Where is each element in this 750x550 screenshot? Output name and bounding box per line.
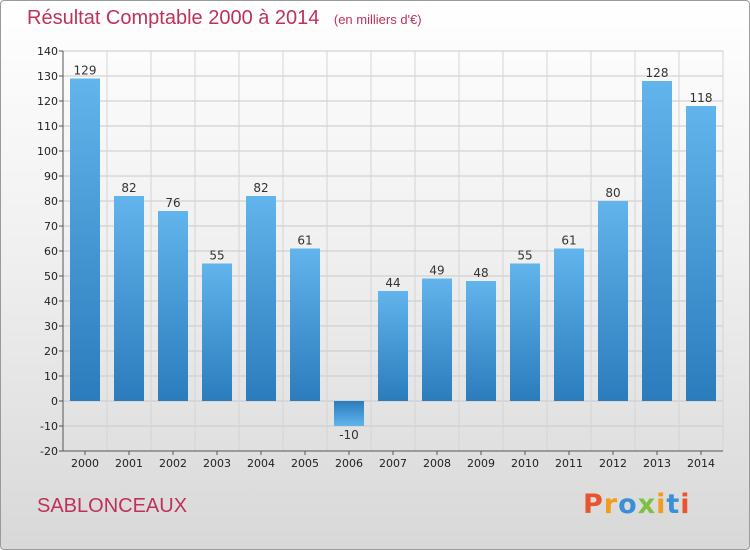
data-label: 55 bbox=[517, 249, 532, 263]
bars bbox=[70, 78, 716, 426]
chart-title: Résultat Comptable 2000 à 2014 (en milli… bbox=[27, 7, 422, 30]
bar-2009 bbox=[466, 281, 496, 401]
data-label: 128 bbox=[646, 66, 669, 80]
x-tick-label: 2003 bbox=[203, 457, 231, 470]
x-tick-label: 2010 bbox=[511, 457, 539, 470]
x-tick-label: 2012 bbox=[599, 457, 627, 470]
y-tick-label: 60 bbox=[44, 245, 58, 258]
y-tick-label: 140 bbox=[37, 45, 58, 58]
logo-letter: t bbox=[666, 489, 681, 520]
logo-letter: i bbox=[656, 489, 667, 520]
x-tick-label: 2009 bbox=[467, 457, 495, 470]
bar-2002 bbox=[158, 211, 188, 401]
data-label: 61 bbox=[297, 234, 312, 248]
bar-2013 bbox=[642, 81, 672, 401]
chart-unit-note: (en milliers d'€) bbox=[333, 12, 422, 27]
y-tick-label: -20 bbox=[40, 445, 58, 458]
data-label: 82 bbox=[121, 181, 136, 195]
data-label: -10 bbox=[339, 428, 359, 442]
x-tick-label: 2002 bbox=[159, 457, 187, 470]
data-label: 129 bbox=[74, 64, 97, 78]
data-label: 49 bbox=[429, 264, 444, 278]
data-label: 55 bbox=[209, 249, 224, 263]
x-tick-label: 2005 bbox=[291, 457, 319, 470]
y-tick-label: 10 bbox=[44, 370, 58, 383]
bar-2014 bbox=[686, 106, 716, 401]
bar-2004 bbox=[246, 196, 276, 401]
x-tick-label: 2000 bbox=[71, 457, 99, 470]
data-label: 44 bbox=[385, 276, 400, 290]
x-tick-label: 2006 bbox=[335, 457, 363, 470]
x-tick-label: 2013 bbox=[643, 457, 671, 470]
bar-2000 bbox=[70, 78, 100, 401]
logo-letter: x bbox=[637, 489, 657, 520]
commune-name: SABLONCEAUX bbox=[37, 495, 188, 517]
bar-2007 bbox=[378, 291, 408, 401]
y-tick-label: 40 bbox=[44, 295, 58, 308]
logo-letter: r bbox=[603, 489, 619, 520]
data-label: 82 bbox=[253, 181, 268, 195]
y-tick-label: 0 bbox=[51, 395, 58, 408]
x-tick-label: 2014 bbox=[687, 457, 715, 470]
x-tick-label: 2007 bbox=[379, 457, 407, 470]
bar-2008 bbox=[422, 278, 452, 401]
bar-2003 bbox=[202, 263, 232, 401]
y-tick-label: 20 bbox=[44, 345, 58, 358]
y-tick-label: 130 bbox=[37, 70, 58, 83]
data-label: 48 bbox=[473, 266, 488, 280]
y-tick-label: 70 bbox=[44, 220, 58, 233]
data-label: 61 bbox=[561, 234, 576, 248]
y-tick-label: 80 bbox=[44, 195, 58, 208]
data-label: 80 bbox=[605, 186, 620, 200]
bar-2012 bbox=[598, 201, 628, 401]
y-tick-label: 30 bbox=[44, 320, 58, 333]
x-tick-label: 2004 bbox=[247, 457, 275, 470]
y-tick-label: 110 bbox=[37, 120, 58, 133]
logo-letter: i bbox=[680, 489, 691, 520]
y-tick-label: 100 bbox=[37, 145, 58, 158]
logo-letter: o bbox=[618, 489, 638, 520]
data-label: 76 bbox=[165, 196, 180, 210]
axes: -20 -10 0 10 20 30 40 50 60 70 80 90 100 110 120 130 140… bbox=[37, 45, 723, 470]
proxiti-logo: Proxiti bbox=[583, 489, 691, 520]
y-tick-label: 90 bbox=[44, 170, 58, 183]
data-labels: 129 82 76 55 82 61 -10 44 49 48 55 61 80 128 118 bbox=[74, 64, 713, 443]
logo-letter: P bbox=[583, 489, 604, 520]
bar-2011 bbox=[554, 248, 584, 401]
y-tick-label: -10 bbox=[40, 420, 58, 433]
x-tick-label: 2008 bbox=[423, 457, 451, 470]
bar-2006 bbox=[334, 401, 364, 426]
bar-2005 bbox=[290, 248, 320, 401]
x-tick-label: 2011 bbox=[555, 457, 583, 470]
y-tick-label: 120 bbox=[37, 95, 58, 108]
bar-2010 bbox=[510, 263, 540, 401]
x-tick-label: 2001 bbox=[115, 457, 143, 470]
y-tick-label: 50 bbox=[44, 270, 58, 283]
chart-title-text: Résultat Comptable 2000 à 2014 bbox=[27, 7, 320, 29]
bar-2001 bbox=[114, 196, 144, 401]
data-label: 118 bbox=[690, 91, 713, 105]
